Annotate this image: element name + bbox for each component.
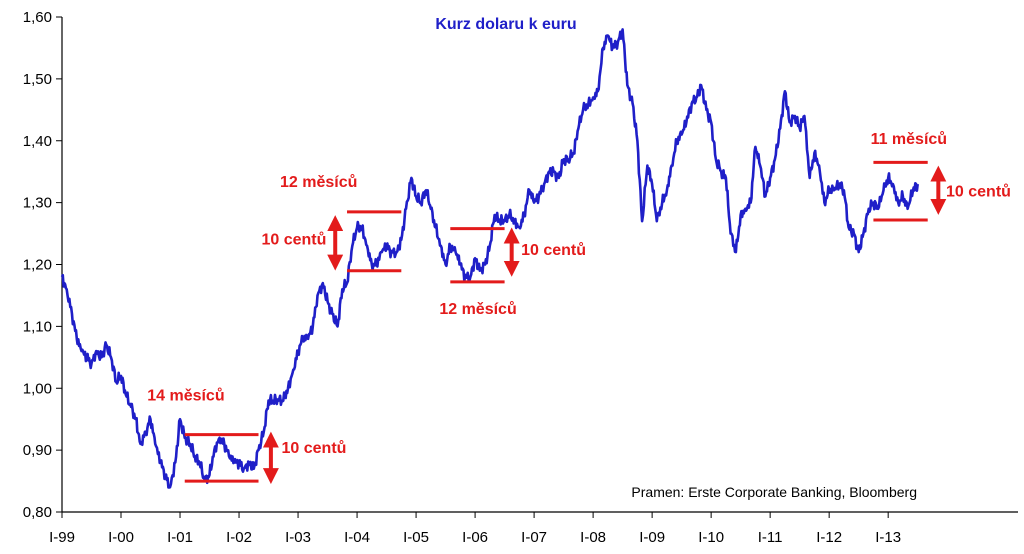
x-tick-label: I-07: [521, 529, 547, 546]
x-tick-label: I-99: [49, 529, 75, 546]
x-tick-label: I-11: [758, 529, 783, 546]
x-tick-label: I-06: [462, 529, 488, 546]
y-tick-label: 0,90: [23, 442, 52, 459]
x-tick-label: I-04: [344, 529, 370, 546]
x-tick-label: I-09: [639, 529, 665, 546]
x-tick-label: I-01: [167, 529, 193, 546]
source-note: Pramen: Erste Corporate Banking, Bloombe…: [631, 484, 917, 500]
annotation-label: 12 měsíců: [439, 301, 516, 318]
x-tick-label: I-03: [285, 529, 311, 546]
y-tick-label: 0,80: [23, 504, 52, 521]
y-tick-label: 1,20: [23, 257, 52, 274]
x-tick-label: I-00: [108, 529, 134, 546]
y-tick-label: 1,60: [23, 9, 52, 26]
y-tick-label: 1,10: [23, 318, 52, 335]
series-line: [60, 28, 919, 489]
annotation-label: 10 centů: [946, 183, 1011, 200]
annotation-label: 10 centů: [261, 232, 326, 249]
annotation-label: 10 centů: [521, 242, 586, 259]
y-tick-label: 1,40: [23, 133, 52, 150]
annotation-label: 10 centů: [282, 440, 347, 457]
x-tick-label: I-08: [580, 529, 606, 546]
annotation-label: 12 měsíců: [280, 174, 357, 191]
x-tick-label: I-02: [226, 529, 252, 546]
y-tick-label: 1,30: [23, 195, 52, 212]
y-tick-label: 1,50: [23, 71, 52, 88]
chart-title: Kurz dolaru k euru: [435, 16, 576, 33]
x-tick-label: I-12: [816, 529, 842, 546]
y-tick-label: 1,00: [23, 380, 52, 397]
annotation-label: 11 měsíců: [871, 131, 948, 148]
x-tick-label: I-05: [403, 529, 429, 546]
annotation-label: 14 měsíců: [147, 388, 224, 405]
x-tick-label: I-13: [875, 529, 901, 546]
x-tick-label: I-10: [698, 529, 724, 546]
